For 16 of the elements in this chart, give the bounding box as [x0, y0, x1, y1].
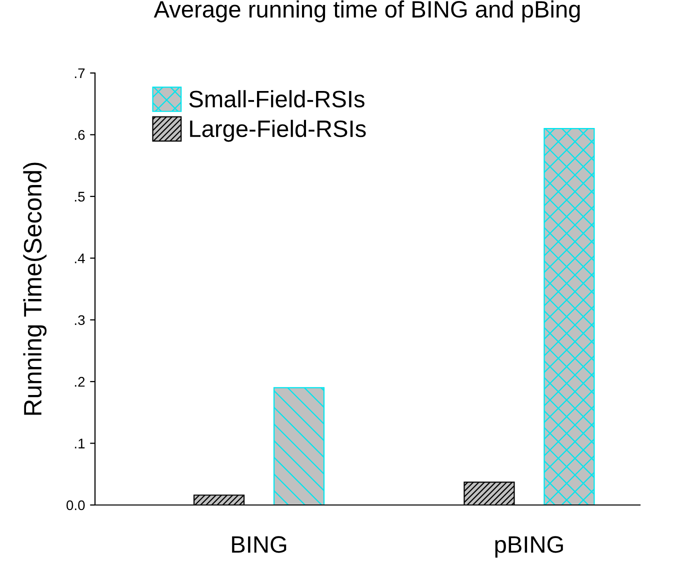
y-tick-label: .4 — [74, 254, 85, 264]
chart-title: Average running time of BING and pBing — [154, 0, 580, 22]
y-tick-label: 0.0 — [66, 500, 85, 510]
y-tick-label: .3 — [74, 315, 85, 326]
y-tick-label: .1 — [74, 438, 85, 448]
y-tick-label: .7 — [74, 68, 85, 78]
x-tick-label: pBING — [495, 536, 563, 558]
bar — [544, 128, 595, 505]
y-tick-label: .2 — [74, 376, 85, 387]
y-axis-title: Running Time(Second) — [23, 162, 47, 415]
legend-label: Large-Field-RSIs — [190, 120, 366, 142]
y-tick-label: .5 — [74, 192, 85, 202]
x-tick-label: BING — [232, 536, 286, 553]
bar — [273, 387, 325, 505]
legend-label: Small-Field-RSIs — [189, 90, 364, 108]
y-tick-label: .6 — [74, 130, 85, 140]
